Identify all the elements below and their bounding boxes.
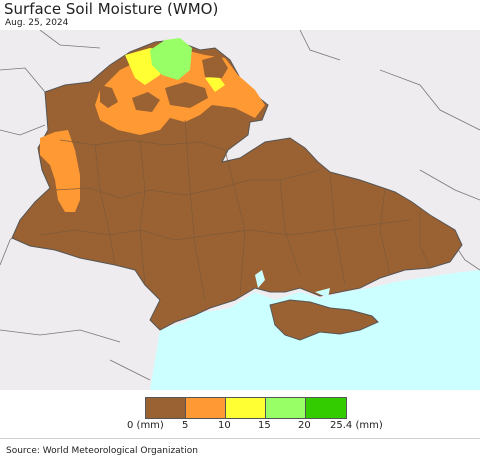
legend-swatch-20-25 [306, 398, 346, 418]
mid-moisture-east [205, 76, 225, 92]
legend-labels: 0 (mm) 5 10 15 20 25.4 (mm) [0, 420, 480, 434]
map-date: Aug. 25, 2024 [5, 18, 69, 28]
legend-label-25: 25.4 (mm) [330, 420, 383, 431]
dry-patch-3 [165, 82, 208, 108]
source-credit: Source: World Meteorological Organizatio… [6, 446, 198, 456]
legend-label-10: 10 [218, 420, 231, 431]
legend-color-bar [145, 397, 347, 419]
legend-swatch-0-5 [146, 398, 186, 418]
footer-divider [0, 438, 480, 439]
legend-label-20: 20 [298, 420, 311, 431]
dry-patch-1 [202, 55, 228, 78]
legend-label-0: 0 (mm) [127, 420, 164, 431]
oblast-borders [39, 119, 431, 301]
legend-swatch-10-15 [226, 398, 266, 418]
dry-patch-2 [132, 92, 160, 112]
legend-swatch-5-10 [186, 398, 226, 418]
low-moisture-west [40, 130, 80, 212]
dry-patch-4 [100, 85, 118, 108]
soil-moisture-map [0, 30, 480, 390]
legend-label-15: 15 [258, 420, 271, 431]
legend-swatch-15-20 [266, 398, 306, 418]
rivers [255, 270, 330, 298]
map-title: Surface Soil Moisture (WMO) [4, 0, 219, 18]
high-moisture [150, 38, 192, 80]
legend-label-5: 5 [182, 420, 189, 431]
crimea [269, 299, 379, 341]
